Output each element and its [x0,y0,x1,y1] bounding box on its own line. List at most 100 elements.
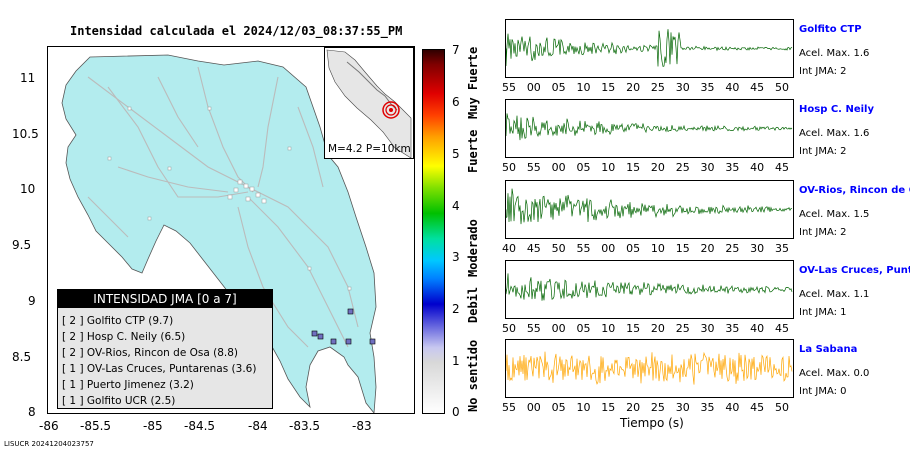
colorbar-tick: 3 [452,250,460,264]
trace-xtick: 05 [576,161,591,174]
waveform [505,351,793,385]
trace-xtick: 25 [650,81,665,94]
int-jma: Int JMA: 0 [799,386,847,397]
legend-row: [ 2 ] Golfito CTP (9.7) [62,315,174,327]
colorbar-tick: 7 [452,43,460,57]
trace-xtick: 30 [700,161,715,174]
int-jma: Int JMA: 1 [799,307,847,318]
int-jma: Int JMA: 2 [799,66,847,77]
trace-xtick: 45 [526,242,541,255]
map-xtick: -83 [352,419,372,433]
epicenter-icon [382,101,400,119]
trace-xtick: 40 [725,81,740,94]
station-name: La Sabana [799,344,858,355]
seismogram-panel [505,99,794,158]
trace-xtick: 00 [526,81,541,94]
accel-max: Acel. Max. 1.1 [799,289,870,300]
trace-xtick: 30 [750,242,765,255]
trace-xtick: 10 [601,161,616,174]
trace-xtick: 05 [551,81,566,94]
trace-xtick: 10 [650,242,665,255]
trace-xtick: 40 [750,322,765,335]
colorbar-tick: 4 [452,199,460,213]
map-ytick: 9.5 [12,238,32,252]
colorbar-tick: 2 [452,302,460,316]
waveform-line [505,113,793,141]
town-markers [107,106,352,291]
location-inset [324,47,414,159]
map-xtick: -84.5 [184,419,216,433]
trace-xtick: 15 [601,81,616,94]
seismogram-panel [505,19,794,78]
colorbar-tick: 5 [452,147,460,161]
trace-xtick: 25 [650,401,665,414]
trace-xtick: 20 [626,401,641,414]
trace-xtick: 20 [700,242,715,255]
waveform-line [505,29,793,67]
costa-rica-map [61,54,377,413]
trace-xtick: 00 [551,161,566,174]
costa-rica-land [61,54,377,413]
trace-xtick: 00 [551,322,566,335]
map-xtick: -86 [39,419,59,433]
seismogram-panel [505,260,794,319]
trace-xtick: 50 [502,322,516,335]
colorbar-tick: 6 [452,95,460,109]
intensity-legend: INTENSIDAD JMA [0 a 7] [ 2 ] Golfito CTP… [57,289,273,409]
colorbar-tick: 1 [452,354,460,368]
accel-max: Acel. Max. 1.6 [799,128,870,139]
legend-row: [ 1 ] OV-Las Cruces, Puntarenas (3.6) [62,363,257,375]
legend-title: INTENSIDAD JMA [0 a 7] [58,290,272,308]
map-ytick: 10.5 [12,127,39,141]
seismogram-panel [505,180,794,239]
trace-xtick: 55 [576,242,591,255]
trace-xtick: 10 [601,322,616,335]
waveform-line [505,188,793,225]
inset-label: M=4.2 P=10km [328,143,411,155]
trace-xtick: 50 [775,81,789,94]
legend-row: [ 2 ] Hosp C. Neily (6.5) [62,331,186,343]
trace-xtick: 35 [725,322,740,335]
accel-max: Acel. Max. 1.6 [799,48,870,59]
trace-xtick: 05 [576,322,591,335]
legend-row: [ 1 ] Golfito UCR (2.5) [62,395,176,407]
map-xtick: -83.5 [289,419,321,433]
trace-xtick: 40 [502,242,516,255]
trace-xtick: 50 [775,401,789,414]
trace-xtick: 40 [750,161,765,174]
trace-xtick: 45 [750,401,765,414]
trace-xtick: 00 [601,242,616,255]
trace-xtick: 05 [551,401,566,414]
station-name: Hosp C. Neily [799,104,874,115]
station-name: OV-Las Cruces, Puntar [799,265,910,276]
accel-max: Acel. Max. 1.5 [799,209,870,220]
trace-xtick: 25 [675,322,690,335]
trace-xtick: 10 [576,401,591,414]
legend-row: [ 2 ] OV-Rios, Rincon de Osa (8.8) [62,347,239,359]
trace-xtick: 25 [725,242,740,255]
waveform-line [505,351,793,385]
map-xtick: -85.5 [80,419,112,433]
map-xtick: -85 [143,419,163,433]
int-jma: Int JMA: 2 [799,227,847,238]
trace-xtick: 50 [502,161,516,174]
station-name: OV-Rios, Rincon de Os [799,185,910,196]
trace-xtick: 35 [775,242,789,255]
trace-xtick: 45 [750,81,765,94]
trace-xtick: 20 [650,161,665,174]
trace-xtick: 20 [650,322,665,335]
map-ytick: 9 [28,294,36,308]
page-title: Intensidad calculada el 2024/12/03_08:37… [70,24,403,38]
trace-xtick: 20 [626,81,641,94]
trace-xtick: 30 [700,322,715,335]
map-xtick: -84 [248,419,268,433]
trace-xtick: 35 [700,401,715,414]
station-name: Golfito CTP [799,24,862,35]
legend-row: [ 1 ] Puerto Jimenez (3.2) [62,379,194,391]
trace-xtick: 55 [526,161,541,174]
station-markers [311,308,376,345]
trace-xtick: 35 [700,81,715,94]
map-ytick: 8.5 [12,350,32,364]
x-axis-label: Tiempo (s) [620,416,684,430]
int-jma: Int JMA: 2 [799,146,847,157]
